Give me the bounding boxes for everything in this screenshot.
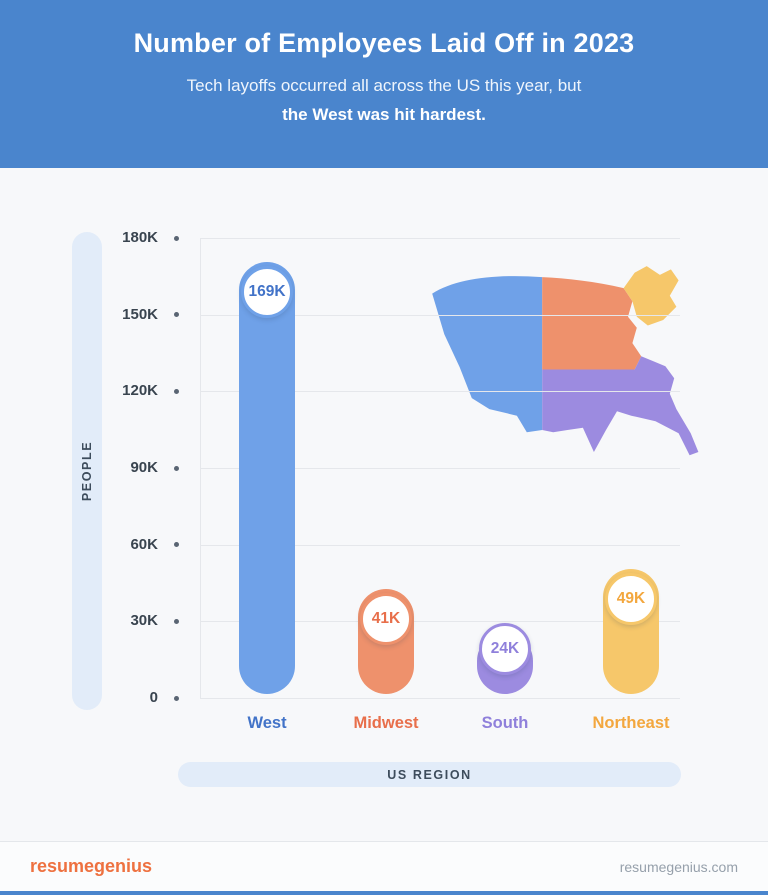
y-tick-label-0: 0 [149,689,158,706]
y-tick-label-120K: 120K [122,382,158,400]
map-region-midwest [542,277,642,370]
x-axis-label-south: South [481,714,529,732]
bottom-accent-bar [0,891,768,895]
brand-resume: resume [30,856,95,876]
x-axis-title-pill: US REGION [178,762,681,787]
x-axis-label-midwest: Midwest [353,714,419,732]
page-title: Number of Employees Laid Off in 2023 [133,28,635,58]
value-bubble-midwest: 41K [360,593,412,646]
site-url: resumegenius.com [619,858,738,875]
y-tick-label-60K: 60K [130,535,158,553]
footer: resumegenius resumegenius.com [0,841,768,891]
y-tick-dot-150K [174,312,179,318]
map-region-west [432,276,543,433]
us-region-map [432,266,699,456]
header: Number of Employees Laid Off in 2023 Tec… [0,0,768,168]
value-bubble-northeast: 49K [605,572,657,625]
x-axis-label-northeast: Northeast [592,714,670,732]
brand-logo: resumegenius [30,856,152,877]
value-bubble-west: 169K [241,266,293,319]
brand-genius: genius [94,856,153,876]
y-tick-label-90K: 90K [130,459,158,476]
x-axis-label-west: West [247,714,287,732]
y-tick-dot-0 [174,695,179,701]
gridline-0 [200,698,680,699]
page-subtitle: Tech layoffs occurred all across the US … [0,71,768,129]
y-tick-dot-30K [174,618,179,624]
map-region-south [542,356,699,456]
subtitle-line1: Tech layoffs occurred all across the US … [186,76,582,95]
gridline-180K [200,238,680,239]
subtitle-line2: the West was hit hardest. [282,105,486,124]
y-tick-dot-90K [174,465,179,471]
bar-northeast: 49K [603,568,659,694]
y-tick-label-180K: 180K [122,229,158,246]
gridline-150K [200,314,680,316]
x-axis-title: US REGION [387,767,472,782]
gridline-60K [200,544,680,546]
gridline-90K [200,468,680,469]
y-tick-dot-120K [174,388,179,394]
bar-west: 169K [239,262,295,694]
bar-south: 24K [477,622,533,694]
y-tick-label-150K: 150K [122,305,158,323]
y-axis-title: PEOPLE [80,440,94,502]
bar-midwest: 41K [358,589,414,694]
y-tick-dot-180K [174,235,179,241]
map-region-northeast [623,266,679,326]
gridline-30K [200,621,680,623]
y-tick-dot-60K [174,542,179,548]
y-axis-title-pill: PEOPLE [72,232,102,710]
value-bubble-south: 24K [479,622,531,675]
y-tick-label-30K: 30K [130,612,158,630]
gridline-120K [200,391,680,393]
